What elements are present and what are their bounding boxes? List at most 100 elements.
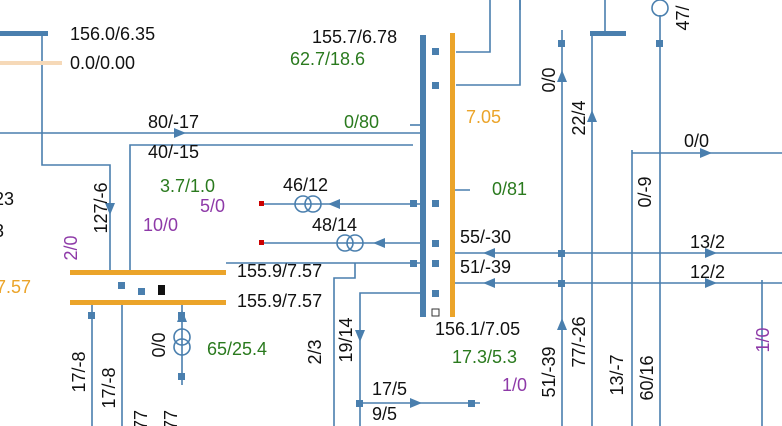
- label: 0/0: [539, 67, 559, 92]
- symbol: [656, 40, 663, 47]
- line: [456, 0, 521, 86]
- arrow: [705, 278, 717, 288]
- label: 48/14: [312, 215, 357, 235]
- label: 156.0/6.35: [70, 24, 155, 44]
- label: 17.3/5.3: [452, 347, 517, 367]
- symbol: [178, 373, 185, 380]
- line: [346, 234, 364, 252]
- label: 47/: [673, 5, 693, 30]
- label: 0/0: [684, 131, 709, 151]
- label: 155.9/7.57: [237, 261, 322, 281]
- label: 12/2: [690, 262, 725, 282]
- arrow: [328, 199, 340, 209]
- label: 5/0: [200, 196, 225, 216]
- arrow: [410, 398, 422, 408]
- line: [173, 328, 191, 346]
- line: [41, 33, 111, 272]
- label: 9/5: [372, 404, 397, 424]
- arrow: [105, 203, 115, 215]
- label: 1/0: [753, 327, 773, 352]
- symbol: [356, 400, 363, 407]
- symbol: [0, 31, 48, 36]
- symbol: [410, 200, 417, 207]
- label: 65/25.4: [207, 339, 267, 359]
- label: 0/81: [492, 179, 527, 199]
- line: [304, 195, 322, 213]
- label: 127/-6: [91, 182, 111, 233]
- label: 62.7/18.6: [290, 49, 365, 69]
- arrow: [700, 148, 712, 158]
- line: [651, 0, 669, 17]
- symbol: [432, 260, 439, 267]
- label: 77: [131, 410, 151, 426]
- busbars: [0, 31, 626, 317]
- label: 3.7/1.0: [160, 176, 215, 196]
- symbol: [259, 201, 264, 206]
- symbol: [158, 285, 165, 295]
- label: 55/-30: [460, 227, 511, 247]
- label: 23: [0, 189, 14, 209]
- label: 22/4: [569, 100, 589, 135]
- transformers: [173, 0, 669, 356]
- label: 0/0: [149, 332, 169, 357]
- symbol: [88, 312, 95, 319]
- label: 51/-39: [539, 346, 559, 397]
- symbol: [70, 300, 226, 305]
- symbol: [431, 308, 440, 317]
- label: 77/-26: [569, 316, 589, 367]
- symbol: [432, 82, 439, 89]
- line: [129, 144, 413, 272]
- label: 10/0: [143, 215, 178, 235]
- symbol: [558, 280, 565, 287]
- line: [456, 0, 491, 53]
- symbol: [558, 40, 565, 47]
- symbol: [432, 290, 439, 297]
- label: 2/0: [61, 235, 81, 260]
- arrow: [174, 128, 186, 138]
- label: 17/5: [372, 379, 407, 399]
- label: 17/-8: [99, 367, 119, 408]
- label: 40/-15: [148, 142, 199, 162]
- label: 7.05: [466, 107, 501, 127]
- label: 46/12: [283, 175, 328, 195]
- arrow: [705, 248, 717, 258]
- labels: 156.0/6.35 0.0/0.00 155.7/6.78 62.7/18.6…: [0, 5, 773, 426]
- symbol: [420, 35, 426, 317]
- symbol: [432, 48, 439, 55]
- label: 19/14: [336, 317, 356, 362]
- label: 13/-7: [607, 354, 627, 395]
- symbol: [410, 260, 417, 267]
- label: 77: [161, 410, 181, 426]
- arrow: [483, 248, 495, 258]
- symbol: [432, 240, 439, 247]
- flow-arrows: [105, 70, 717, 408]
- arrow: [355, 330, 365, 342]
- label: 0.0/0.00: [70, 53, 135, 73]
- symbol: [0, 61, 62, 65]
- symbol: [118, 282, 125, 289]
- label: 0/-9: [635, 176, 655, 207]
- label: 13/2: [690, 232, 725, 252]
- symbol: [432, 200, 439, 207]
- label: 155.7/6.78: [312, 27, 397, 47]
- line: [336, 234, 354, 252]
- label: 1/0: [502, 375, 527, 395]
- line: [359, 292, 423, 426]
- symbol: [468, 400, 475, 407]
- label: 0/80: [344, 112, 379, 132]
- label: 51/-39: [460, 257, 511, 277]
- label: 155.9/7.57: [237, 291, 322, 311]
- symbol: [138, 288, 145, 295]
- arrow: [587, 110, 597, 122]
- label: 17/-8: [69, 351, 89, 392]
- symbol: [450, 33, 455, 317]
- symbol: [70, 270, 226, 275]
- arrow: [557, 70, 567, 82]
- arrow: [373, 238, 385, 248]
- arrow: [177, 310, 187, 322]
- symbol: [558, 250, 565, 257]
- line: [294, 195, 312, 213]
- arrow: [483, 278, 495, 288]
- label: 60/16: [637, 355, 657, 400]
